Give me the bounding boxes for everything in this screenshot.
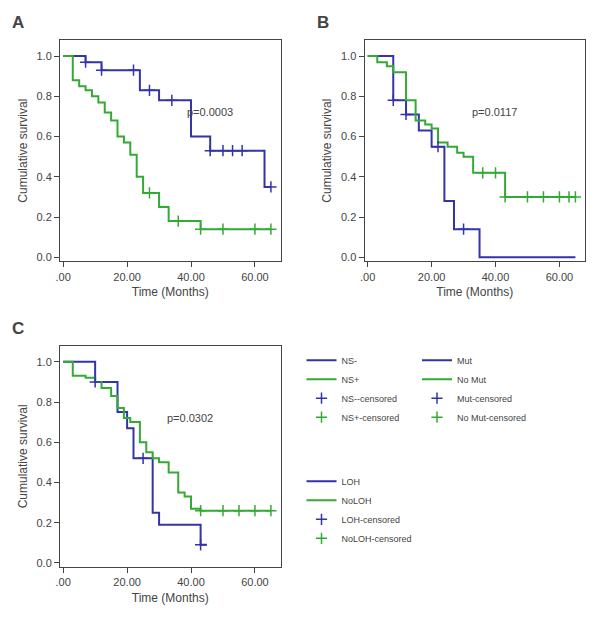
svg-text:No Mut: No Mut (457, 375, 487, 385)
svg-text:0.8: 0.8 (341, 90, 356, 102)
svg-text:20.00: 20.00 (113, 271, 141, 283)
svg-text:Cumulative survival: Cumulative survival (16, 404, 30, 508)
svg-text:0.2: 0.2 (341, 211, 356, 223)
svg-text:C: C (12, 319, 24, 338)
svg-text:Time (Months): Time (Months) (132, 591, 209, 605)
svg-text:40.00: 40.00 (177, 576, 205, 588)
svg-text:0.2: 0.2 (37, 517, 52, 529)
svg-text:20.00: 20.00 (418, 271, 446, 283)
svg-text:60.00: 60.00 (546, 271, 574, 283)
svg-text:0.8: 0.8 (37, 90, 52, 102)
svg-text:NoLOH-censored: NoLOH-censored (342, 534, 412, 544)
svg-text:0.4: 0.4 (341, 171, 356, 183)
svg-text:0.0: 0.0 (341, 251, 356, 263)
svg-text:Cumulative survival: Cumulative survival (320, 99, 334, 203)
svg-text:NS+-censored: NS+-censored (342, 413, 400, 423)
svg-text:LOH: LOH (342, 477, 361, 487)
svg-text:NS--censored: NS--censored (342, 394, 398, 404)
svg-text:0.6: 0.6 (341, 130, 356, 142)
svg-text:p=0.0117: p=0.0117 (472, 106, 517, 118)
svg-text:A: A (12, 13, 24, 32)
svg-text:60.00: 60.00 (241, 576, 269, 588)
svg-text:Mut: Mut (457, 356, 473, 366)
svg-text:p=0.0302: p=0.0302 (167, 412, 213, 424)
svg-text:LOH-censored: LOH-censored (342, 515, 401, 525)
svg-text:0.4: 0.4 (37, 476, 52, 488)
svg-text:Mut-censored: Mut-censored (457, 394, 512, 404)
svg-text:No Mut-censored: No Mut-censored (457, 413, 526, 423)
svg-text:.00: .00 (360, 271, 375, 283)
svg-text:0.6: 0.6 (37, 130, 52, 142)
svg-text:Time (Months): Time (Months) (436, 285, 513, 299)
svg-text:NoLOH: NoLOH (342, 496, 372, 506)
svg-text:Cumulative survival: Cumulative survival (16, 99, 30, 203)
svg-text:NS-: NS- (342, 356, 358, 366)
svg-text:Time (Months): Time (Months) (132, 285, 209, 299)
svg-text:0.2: 0.2 (37, 211, 52, 223)
svg-text:.00: .00 (56, 576, 71, 588)
svg-text:NS+: NS+ (342, 375, 360, 385)
svg-text:0.8: 0.8 (37, 396, 52, 408)
svg-text:20.00: 20.00 (113, 576, 141, 588)
svg-text:60.00: 60.00 (241, 271, 269, 283)
svg-text:B: B (317, 13, 329, 32)
svg-text:.00: .00 (56, 271, 71, 283)
svg-text:1.0: 1.0 (37, 356, 52, 368)
svg-text:0.0: 0.0 (37, 557, 52, 569)
svg-text:1.0: 1.0 (37, 50, 52, 62)
svg-text:p=0.0003: p=0.0003 (187, 106, 233, 118)
svg-text:0.6: 0.6 (37, 436, 52, 448)
svg-text:40.00: 40.00 (482, 271, 510, 283)
svg-text:0.0: 0.0 (37, 251, 52, 263)
svg-text:1.0: 1.0 (341, 50, 356, 62)
svg-text:40.00: 40.00 (177, 271, 205, 283)
svg-text:0.4: 0.4 (37, 171, 52, 183)
